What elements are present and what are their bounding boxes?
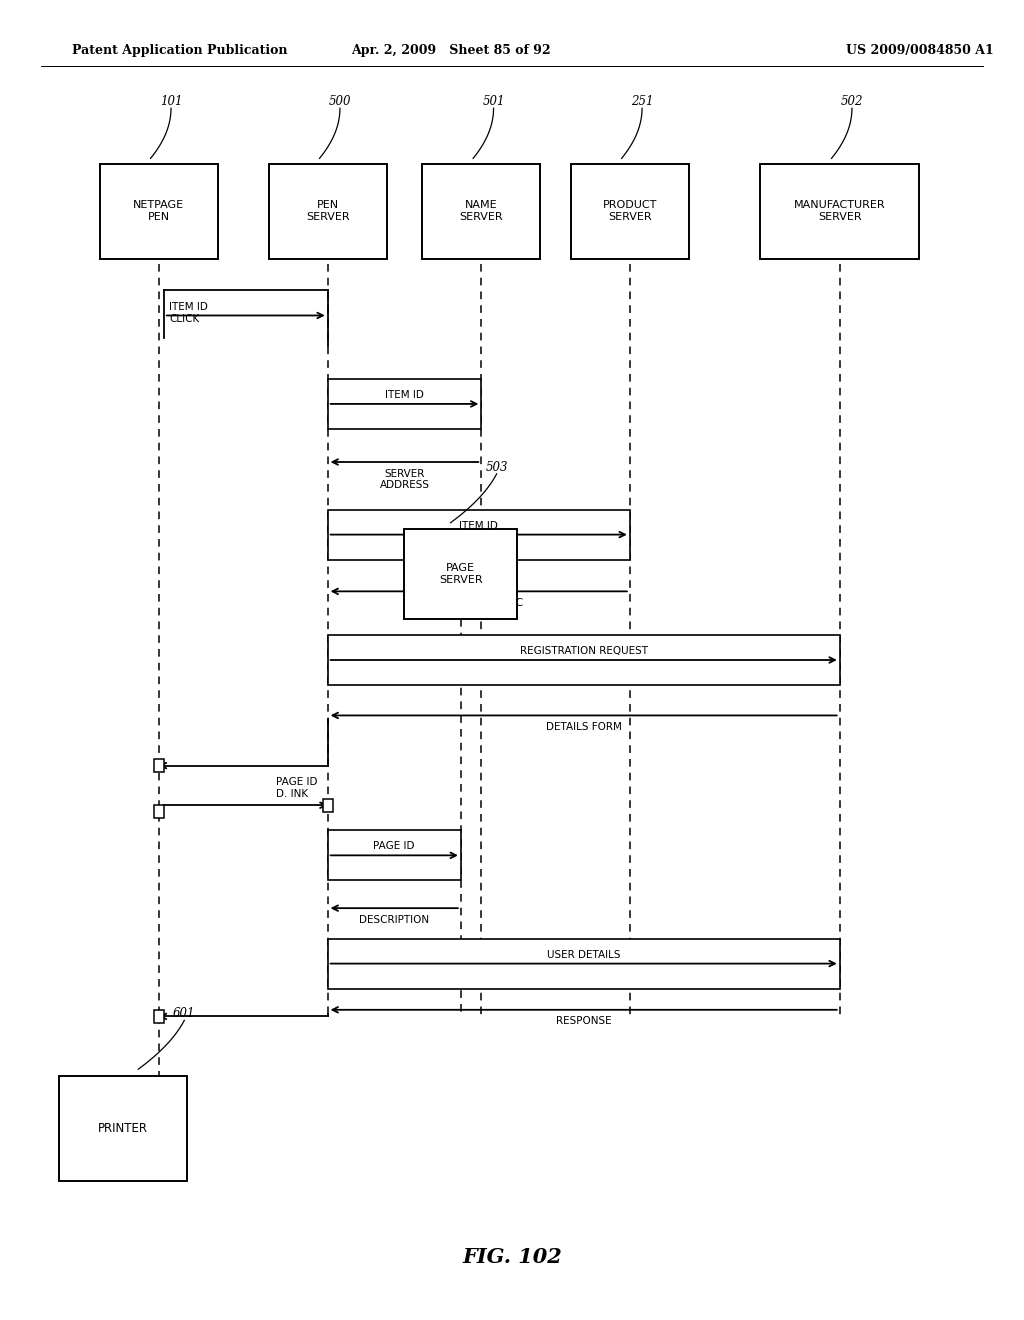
Text: INTERFACE DESC: INTERFACE DESC: [434, 598, 523, 609]
Text: 251: 251: [631, 95, 653, 108]
Bar: [154, 759, 164, 772]
Text: PEN
SERVER: PEN SERVER: [306, 201, 349, 222]
Text: PAGE ID
D. INK: PAGE ID D. INK: [276, 777, 318, 799]
Text: DETAILS FORM: DETAILS FORM: [546, 722, 622, 733]
Bar: [154, 805, 164, 818]
Bar: [571, 164, 688, 259]
Text: DESCRIPTION: DESCRIPTION: [359, 915, 429, 925]
Bar: [760, 164, 920, 259]
Bar: [328, 379, 481, 429]
Text: USER DETAILS: USER DETAILS: [547, 949, 621, 960]
Text: Apr. 2, 2009   Sheet 85 of 92: Apr. 2, 2009 Sheet 85 of 92: [351, 44, 550, 57]
Text: 502: 502: [841, 95, 863, 108]
Text: 501: 501: [482, 95, 505, 108]
Bar: [328, 510, 630, 560]
Text: Patent Application Publication: Patent Application Publication: [72, 44, 287, 57]
Text: PRINTER: PRINTER: [98, 1122, 147, 1135]
Text: PAGE ID: PAGE ID: [374, 841, 415, 851]
Bar: [328, 939, 840, 989]
Text: NETPAGE
PEN: NETPAGE PEN: [133, 201, 184, 222]
Text: PAGE
SERVER: PAGE SERVER: [439, 564, 482, 585]
Text: ITEM ID
CLICK: ITEM ID CLICK: [169, 302, 208, 323]
Text: US 2009/0084850 A1: US 2009/0084850 A1: [846, 44, 993, 57]
Text: 500: 500: [329, 95, 351, 108]
Text: 601: 601: [173, 1007, 196, 1020]
Text: RESPONSE: RESPONSE: [556, 1016, 611, 1027]
Bar: [58, 1076, 186, 1181]
Text: ITEM ID: ITEM ID: [385, 389, 424, 400]
Text: 101: 101: [160, 95, 182, 108]
Text: 503: 503: [485, 461, 508, 474]
Bar: [404, 529, 517, 619]
Text: PRODUCT
SERVER: PRODUCT SERVER: [602, 201, 657, 222]
Bar: [328, 830, 461, 880]
Text: FIG. 102: FIG. 102: [462, 1246, 562, 1267]
Text: MANUFACTURER
SERVER: MANUFACTURER SERVER: [794, 201, 886, 222]
Bar: [268, 164, 387, 259]
Text: SERVER
ADDRESS: SERVER ADDRESS: [380, 469, 429, 490]
Text: REGISTRATION REQUEST: REGISTRATION REQUEST: [519, 645, 647, 656]
Bar: [328, 635, 840, 685]
Bar: [422, 164, 541, 259]
Text: NAME
SERVER: NAME SERVER: [460, 201, 503, 222]
Text: ITEM ID: ITEM ID: [460, 520, 498, 531]
Bar: [154, 1010, 164, 1023]
Bar: [323, 799, 333, 812]
Bar: [100, 164, 218, 259]
